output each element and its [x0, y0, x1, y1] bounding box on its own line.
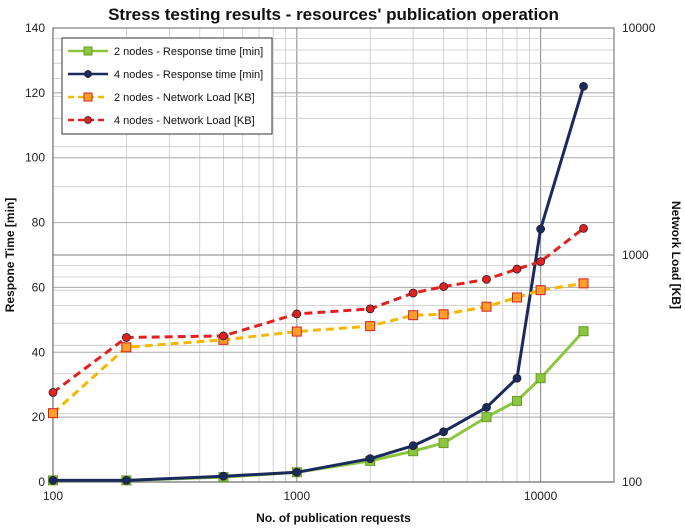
y-tick-label: 80 [32, 216, 46, 230]
data-point [365, 454, 375, 464]
data-point [536, 224, 546, 234]
data-point [292, 309, 302, 319]
data-point [365, 304, 375, 314]
y2-axis-ticks: 100 1000 10000 [622, 21, 656, 489]
series-2 [48, 278, 589, 419]
y-tick-label: 120 [25, 86, 45, 100]
data-point [578, 278, 589, 289]
data-point [511, 395, 522, 406]
y-axis-ticks: 0 20 40 60 80 100 120 140 [25, 21, 45, 489]
data-point [481, 412, 492, 423]
series-line [53, 85, 585, 482]
data-point [48, 475, 58, 485]
data-point [536, 257, 546, 267]
series-line [53, 330, 585, 482]
legend-box [61, 37, 273, 135]
y2-tick-label: 100 [622, 475, 642, 489]
data-point [219, 471, 228, 481]
data-point [482, 403, 491, 412]
legend-marker [83, 92, 93, 102]
data-point [511, 292, 522, 303]
y2-axis-title: Network Load [KB] [669, 201, 683, 309]
x-axis-ticks: 100 1000 10000 [43, 489, 558, 503]
data-point [292, 467, 302, 477]
legend-marker [84, 70, 92, 78]
y2-tick-label: 10000 [622, 21, 656, 35]
series-line [51, 281, 584, 415]
data-point [121, 475, 131, 485]
chart-title: Stress testing results - resources' publ… [108, 5, 559, 24]
data-point [438, 438, 449, 449]
legend-label: 4 nodes - Network Load [KB] [114, 115, 255, 127]
y-tick-label: 60 [32, 280, 46, 294]
data-point [121, 342, 132, 353]
y2-tick-label: 1000 [622, 248, 649, 262]
data-point [48, 408, 58, 419]
x-tick-label: 1000 [283, 489, 310, 503]
data-point [535, 285, 546, 296]
y-axis-title: Respone Time [min] [3, 198, 17, 312]
series [48, 81, 589, 486]
y-tick-label: 0 [38, 475, 45, 489]
legend-marker [83, 46, 93, 56]
y-tick-label: 140 [25, 21, 45, 35]
legend: 2 nodes - Response time [min] 4 nodes - R… [61, 37, 273, 135]
data-point [408, 310, 419, 321]
data-point [579, 223, 588, 233]
data-point [481, 301, 492, 312]
data-point [438, 309, 449, 320]
data-point [512, 264, 522, 274]
y-tick-label: 40 [32, 345, 46, 359]
y-tick-label: 20 [32, 410, 46, 424]
data-point [121, 333, 131, 342]
x-tick-label: 100 [43, 489, 63, 503]
data-point [439, 427, 448, 437]
data-point [578, 326, 589, 337]
data-point [482, 274, 491, 284]
legend-marker [84, 116, 92, 124]
data-point [219, 331, 228, 341]
x-axis-title: No. of publication requests [256, 511, 411, 525]
legend-entry: 4 nodes - Response time [min] [68, 69, 263, 81]
data-point [408, 441, 418, 451]
legend-label: 2 nodes - Response time [min] [114, 46, 263, 58]
data-point [48, 388, 58, 397]
legend-entry: 2 nodes - Response time [min] [68, 46, 263, 58]
data-point [439, 282, 448, 291]
data-point [291, 326, 302, 337]
x-tick-label: 10000 [524, 489, 558, 503]
series-line [52, 227, 585, 394]
plot-border [52, 27, 615, 483]
legend-entry: 2 nodes - Network Load [KB] [68, 92, 255, 104]
y-tick-label: 100 [25, 151, 45, 165]
series-3 [48, 223, 588, 397]
data-point [408, 288, 418, 298]
data-point [579, 81, 588, 91]
legend-label: 2 nodes - Network Load [KB] [114, 92, 255, 104]
legend-label: 4 nodes - Response time [min] [114, 69, 263, 81]
legend-entry: 4 nodes - Network Load [KB] [68, 115, 255, 127]
data-point [365, 321, 376, 332]
data-point [535, 373, 546, 384]
data-point [512, 373, 522, 383]
series-1 [48, 81, 588, 485]
